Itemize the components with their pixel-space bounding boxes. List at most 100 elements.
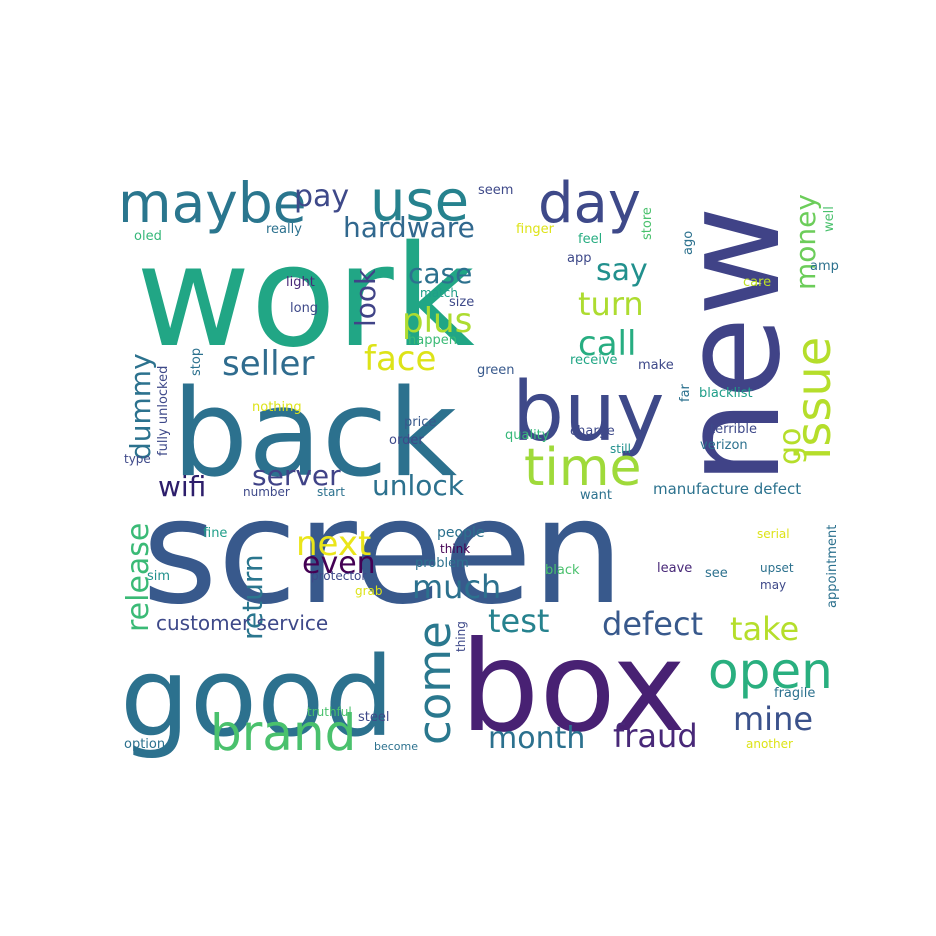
word-think: think: [440, 542, 470, 556]
word-maybe: maybe: [118, 171, 307, 235]
word-turn: turn: [578, 285, 644, 323]
word-feel: feel: [578, 232, 602, 247]
word-money: money: [789, 194, 822, 290]
word-thing: thing: [454, 621, 468, 652]
word-happen: happen: [408, 333, 457, 348]
word-face: face: [364, 339, 436, 379]
word-upset: upset: [760, 561, 794, 575]
word-fraud: fraud: [613, 717, 698, 755]
word-case: case: [408, 257, 472, 290]
word-good: good: [120, 633, 394, 761]
word-much: much: [412, 568, 501, 606]
word-server: server: [252, 459, 341, 492]
word-terrible: terrible: [710, 422, 757, 437]
word-defect: defect: [602, 605, 703, 643]
word-light: light: [286, 275, 315, 290]
word-unlock: unlock: [372, 469, 465, 502]
word-black: black: [545, 563, 580, 578]
word-people: people: [437, 525, 484, 541]
word-finger: finger: [516, 222, 555, 237]
word-release: release: [121, 523, 156, 632]
word-pay: pay: [294, 179, 349, 214]
word-still: still: [610, 442, 631, 456]
word-see: see: [705, 566, 728, 581]
word-issue: issue: [786, 337, 842, 460]
word-next: next: [296, 524, 371, 564]
word-time: time: [524, 438, 641, 498]
word-charge: charge: [570, 424, 615, 439]
word-serial: serial: [757, 527, 790, 541]
word-mine: mine: [733, 700, 813, 738]
word-plus: plus: [402, 301, 472, 341]
word-manufacture-defect: manufacture defect: [653, 480, 801, 498]
word-long: long: [290, 301, 318, 316]
word-work: work: [136, 216, 475, 379]
word-seller: seller: [222, 344, 314, 384]
word-amp: amp: [810, 259, 839, 274]
word-fragile: fragile: [774, 686, 815, 701]
word-open: open: [708, 642, 833, 700]
word-go: go: [773, 428, 808, 465]
word-fine: fine: [203, 526, 227, 541]
word-sim: sim: [147, 569, 170, 584]
word-screen: screen: [142, 468, 624, 637]
word-grab: grab: [355, 584, 383, 598]
word-protector: protector: [311, 569, 366, 583]
word-store: store: [640, 207, 655, 240]
word-customer-service: customer service: [156, 611, 328, 635]
word-size: size: [449, 295, 474, 310]
word-brand: brand: [210, 704, 356, 762]
word-far: far: [678, 383, 693, 402]
word-new: new: [653, 206, 810, 485]
word-use: use: [370, 169, 469, 234]
word-order: order: [389, 433, 424, 448]
word-oled: oled: [134, 229, 162, 244]
word-blacklist: blacklist: [699, 386, 753, 401]
word-may: may: [760, 578, 786, 592]
word-care: care: [743, 275, 771, 290]
word-leave: leave: [657, 561, 692, 576]
word-take: take: [730, 610, 799, 648]
word-stop: stop: [189, 348, 204, 376]
word-option: option: [124, 737, 165, 752]
word-number: number: [243, 485, 290, 499]
word-become: become: [374, 740, 418, 753]
word-want: want: [580, 488, 612, 503]
word-problem: problem: [415, 556, 469, 571]
word-app: app: [567, 251, 591, 266]
word-type: type: [124, 452, 151, 466]
word-truthful: truthful: [307, 705, 352, 719]
word-day: day: [538, 171, 641, 236]
word-fully-unlocked: fully unlocked: [156, 366, 171, 456]
word-box: box: [460, 615, 686, 760]
word-verizon: verizon: [700, 438, 748, 453]
word-call: call: [578, 324, 636, 364]
word-match: match: [420, 286, 458, 300]
word-receive: receive: [570, 353, 618, 368]
word-start: start: [317, 485, 345, 499]
word-look: look: [349, 268, 382, 327]
word-buy: buy: [512, 365, 665, 460]
word-back: back: [172, 365, 458, 504]
word-ago: ago: [681, 231, 696, 255]
word-seem: seem: [478, 183, 513, 198]
word-appointment: appointment: [825, 525, 840, 608]
word-hardware: hardware: [343, 211, 475, 244]
word-make: make: [638, 358, 674, 373]
word-quality: quality: [505, 428, 550, 443]
word-really: really: [266, 222, 302, 237]
word-say: say: [596, 253, 648, 288]
word-nothing: nothing: [252, 400, 302, 415]
word-test: test: [488, 602, 549, 640]
word-even: even: [302, 546, 376, 581]
word-another: another: [746, 737, 793, 751]
word-green: green: [477, 363, 515, 378]
word-well: well: [822, 206, 837, 232]
word-dummy: dummy: [124, 353, 157, 460]
word-steel: steel: [358, 710, 389, 725]
word-come: come: [408, 621, 461, 745]
word-wifi: wifi: [158, 470, 206, 503]
word-return: return: [236, 554, 269, 640]
word-month: month: [488, 721, 585, 756]
